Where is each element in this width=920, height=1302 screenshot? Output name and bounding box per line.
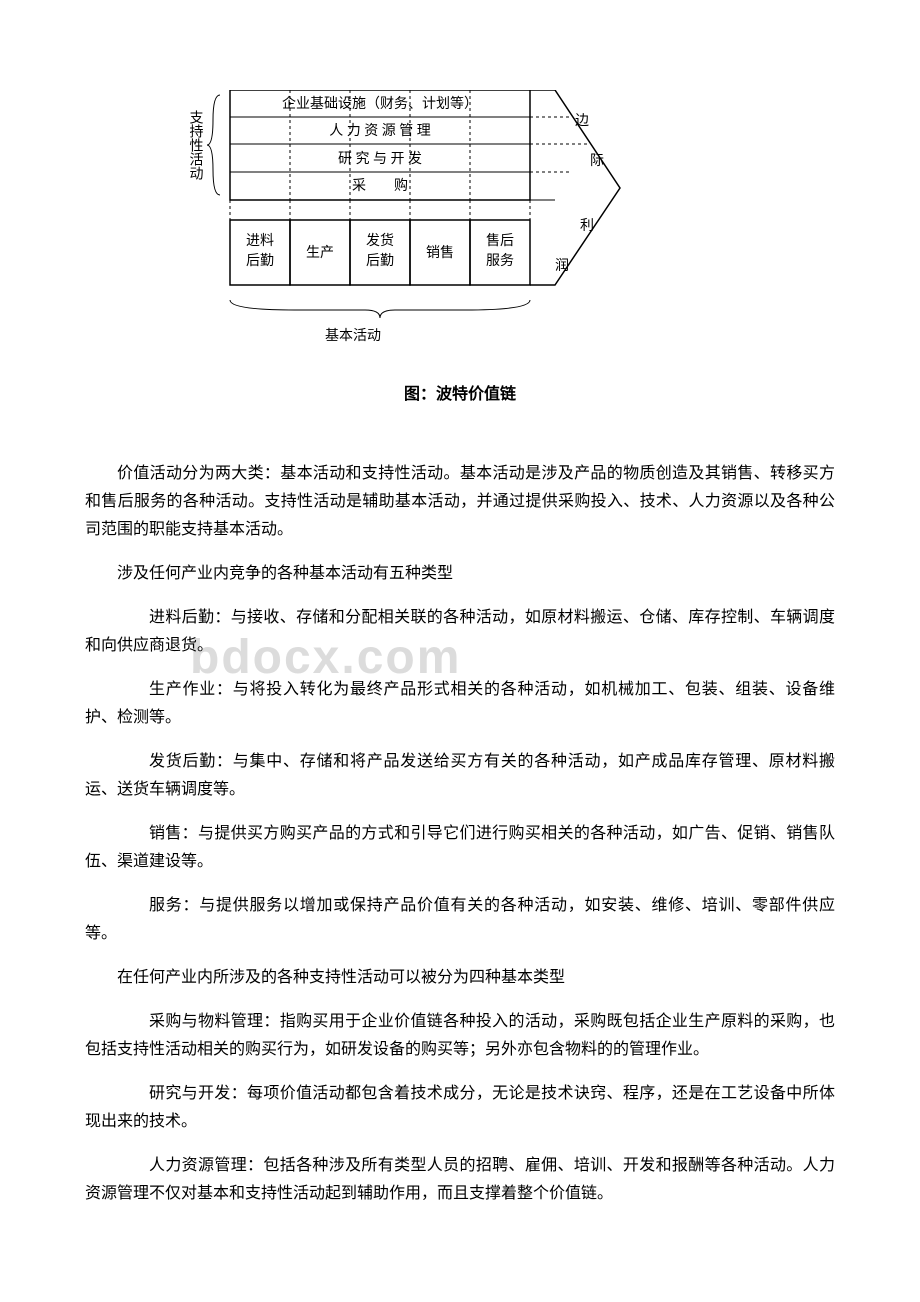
primary-1: 生产 <box>306 245 334 261</box>
diagram-caption: 图：波特价值链 <box>0 380 920 404</box>
value-chain-svg: 支持性活动 企业基础设施（财务、计划等） 人 力 资 源 管 理 研 究 与 开… <box>175 90 745 380</box>
paragraph-5: 发货后勤：与集中、存储和将产品发送给买方有关的各种活动，如产成品库存管理、原材料… <box>85 748 835 804</box>
support-label: 支持性活动 <box>188 110 204 181</box>
primary-4-line1: 售后 <box>486 233 514 249</box>
arrow-label-3: 润 <box>555 258 569 274</box>
primary-2-line2: 后勤 <box>366 253 394 269</box>
paragraph-1: 价值活动分为两大类：基本活动和支持性活动。基本活动是涉及产品的物质创造及其销售、… <box>85 460 835 544</box>
primary-0-line1: 进料 <box>246 233 274 249</box>
support-row-0: 企业基础设施（财务、计划等） <box>282 95 478 112</box>
document-body: 价值活动分为两大类：基本活动和支持性活动。基本活动是涉及产品的物质创造及其销售、… <box>85 460 835 1224</box>
primary-0-line2: 后勤 <box>246 253 274 269</box>
paragraph-7: 服务：与提供服务以增加或保持产品价值有关的各种活动，如安装、维修、培训、零部件供… <box>85 892 835 948</box>
arrow-label-0: 边 <box>575 113 589 129</box>
paragraph-8: 在任何产业内所涉及的各种支持性活动可以被分为四种基本类型 <box>85 964 835 992</box>
arrow-label-2: 利 <box>580 218 594 234</box>
support-row-2: 研 究 与 开 发 <box>338 151 422 167</box>
primary-label: 基本活动 <box>325 327 381 344</box>
paragraph-3: 进料后勤：与接收、存储和分配相关联的各种活动，如原材料搬运、仓储、库存控制、车辆… <box>85 604 835 660</box>
support-row-3: 采 购 <box>352 178 408 194</box>
paragraph-2: 涉及任何产业内竞争的各种基本活动有五种类型 <box>85 560 835 588</box>
paragraph-6: 销售：与提供买方购买产品的方式和引导它们进行购买相关的各种活动，如广告、促销、销… <box>85 820 835 876</box>
paragraph-4: 生产作业：与将投入转化为最终产品形式相关的各种活动，如机械加工、包装、组装、设备… <box>85 676 835 732</box>
value-chain-diagram: 支持性活动 企业基础设施（财务、计划等） 人 力 资 源 管 理 研 究 与 开… <box>175 90 745 380</box>
paragraph-10: 研究与开发：每项价值活动都包含着技术成分，无论是技术诀窍、程序，还是在工艺设备中… <box>85 1080 835 1136</box>
primary-2-line1: 发货 <box>366 232 394 249</box>
arrow-label-1: 际 <box>590 153 604 169</box>
support-row-1: 人 力 资 源 管 理 <box>329 123 431 139</box>
paragraph-11: 人力资源管理：包括各种涉及所有类型人员的招聘、雇佣、培训、开发和报酬等各种活动。… <box>85 1152 835 1208</box>
paragraph-9: 采购与物料管理：指购买用于企业价值链各种投入的活动，采购既包括企业生产原料的采购… <box>85 1008 835 1064</box>
primary-3: 销售 <box>426 245 454 261</box>
primary-4-line2: 服务 <box>486 253 514 269</box>
